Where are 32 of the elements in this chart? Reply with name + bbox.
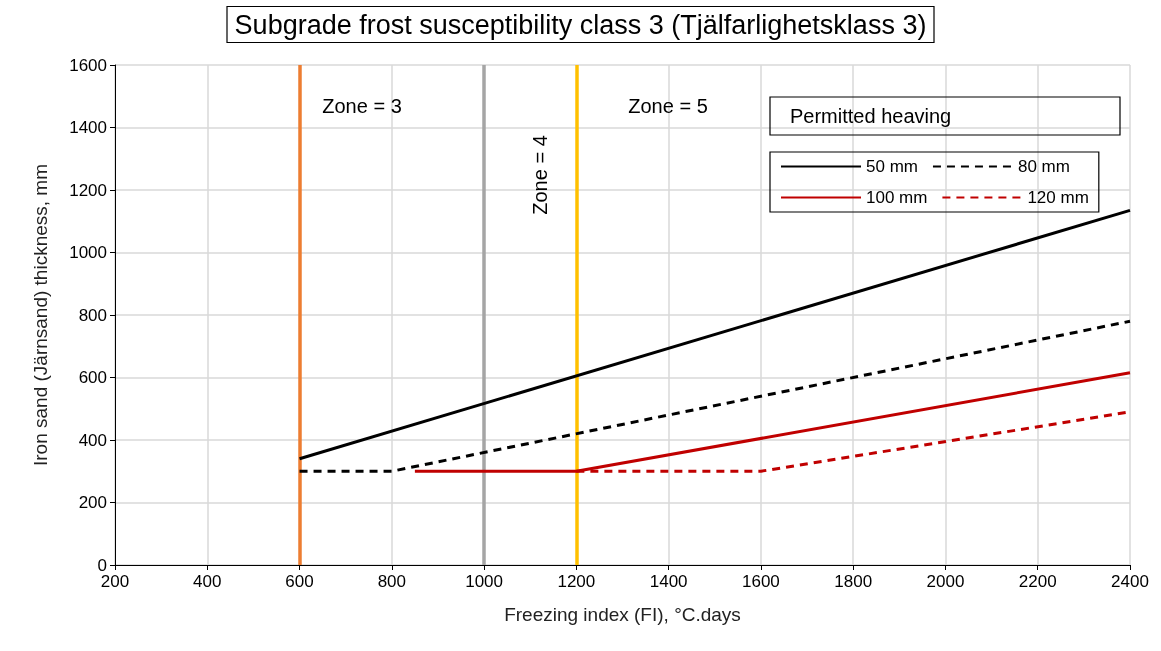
x-tick-label: 400 xyxy=(193,572,222,591)
x-tick-label: 1800 xyxy=(834,572,873,591)
legend-label: 80 mm xyxy=(1017,157,1070,176)
x-tick-label: 1400 xyxy=(649,572,688,591)
x-axis-title: Freezing index (FI), °C.days xyxy=(504,604,741,625)
chart-title: Subgrade frost susceptibility class 3 (Tjälfarlighetsklass 3) xyxy=(234,9,927,40)
legend-label: 120 mm xyxy=(1027,188,1089,207)
y-tick-label: 400 xyxy=(78,430,107,450)
x-tick-label: 1600 xyxy=(742,572,780,591)
legend-label: 100 mm xyxy=(866,188,928,207)
legend-title: Permitted heaving xyxy=(790,105,952,127)
x-tick-label: 200 xyxy=(100,572,130,591)
x-tick-label: 2000 xyxy=(926,572,965,591)
x-tick-label: 600 xyxy=(285,572,314,591)
y-axis-title: Iron sand (Järnsand) thickness, mm xyxy=(30,163,51,467)
annotation: Zone = 4 xyxy=(529,135,551,215)
y-tick-label: 600 xyxy=(78,368,107,387)
x-tick-label: 2200 xyxy=(1018,572,1057,591)
annotation: Zone = 5 xyxy=(628,95,708,117)
y-tick-label: 200 xyxy=(78,493,107,512)
x-tick-label: 1000 xyxy=(465,572,503,591)
x-tick-label: 2400 xyxy=(1111,572,1149,591)
y-tick-label: 1600 xyxy=(69,55,107,75)
x-tick-label: 800 xyxy=(377,572,407,591)
y-tick-label: 1200 xyxy=(69,180,107,200)
y-tick-label: 1000 xyxy=(69,243,107,262)
x-tick-label: 1200 xyxy=(557,572,596,591)
y-tick-label: 800 xyxy=(78,305,107,325)
y-tick-label: 0 xyxy=(97,555,107,575)
legend-label: 50 mm xyxy=(866,157,918,176)
y-tick-label: 1400 xyxy=(69,118,107,137)
annotation: Zone = 3 xyxy=(322,95,402,117)
